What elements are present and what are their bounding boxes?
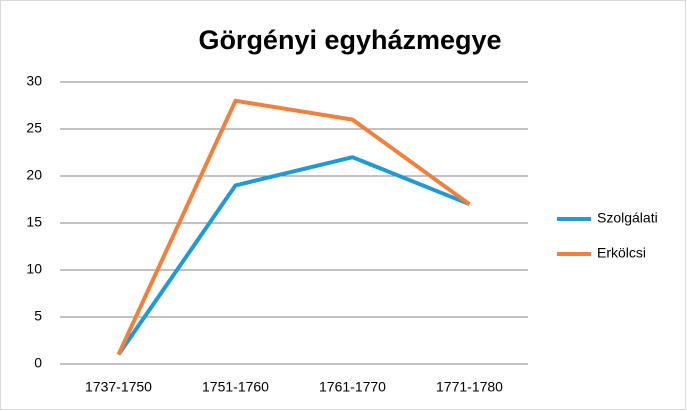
x-tick-label: 1737-1750 [85, 379, 152, 395]
y-tick-label: 5 [34, 308, 42, 324]
chart-title: Görgényi egyházmegye [198, 25, 501, 55]
y-tick-label: 20 [26, 167, 42, 183]
series-line [116, 98, 471, 356]
legend-label: Szolgálati [597, 210, 658, 226]
y-tick-label: 0 [34, 355, 42, 371]
y-tick-label: 10 [26, 261, 42, 277]
y-tick-label: 30 [26, 73, 42, 89]
y-tick-label: 15 [26, 214, 42, 230]
series-line [116, 155, 471, 356]
y-tick-label: 25 [26, 120, 42, 136]
x-tick-label: 1761-1770 [319, 379, 386, 395]
x-tick-label: 1771-1780 [436, 379, 503, 395]
legend-label: Erkölcsi [597, 245, 646, 261]
x-tick-label: 1751-1760 [202, 379, 269, 395]
